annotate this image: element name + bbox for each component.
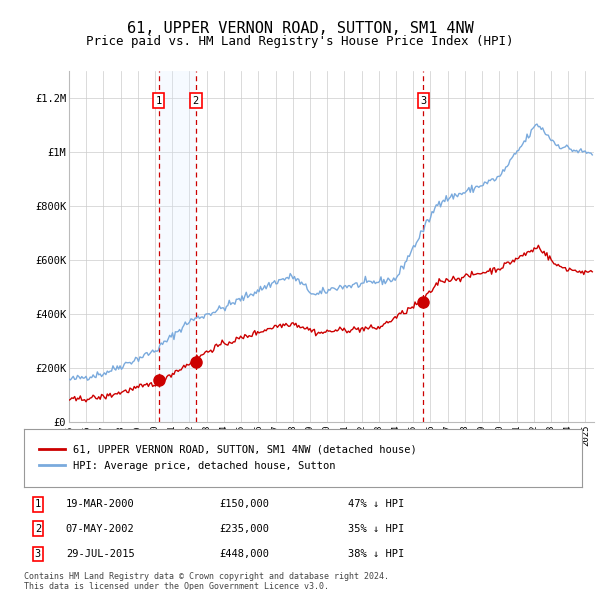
Text: 07-MAY-2002: 07-MAY-2002	[66, 524, 134, 534]
Text: 1: 1	[35, 500, 41, 509]
Text: 29-JUL-2015: 29-JUL-2015	[66, 549, 134, 559]
Text: £150,000: £150,000	[220, 500, 269, 509]
Text: 3: 3	[35, 549, 41, 559]
Bar	[158, 71, 196, 422]
Text: 2: 2	[35, 524, 41, 534]
Text: 3: 3	[420, 96, 427, 106]
Text: This data is licensed under the Open Government Licence v3.0.: This data is licensed under the Open Gov…	[24, 582, 329, 590]
Text: 2: 2	[193, 96, 199, 106]
Text: Contains HM Land Registry data © Crown copyright and database right 2024.: Contains HM Land Registry data © Crown c…	[24, 572, 389, 581]
Text: 1: 1	[155, 96, 162, 106]
Text: 61, UPPER VERNON ROAD, SUTTON, SM1 4NW: 61, UPPER VERNON ROAD, SUTTON, SM1 4NW	[127, 21, 473, 35]
Text: 19-MAR-2000: 19-MAR-2000	[66, 500, 134, 509]
Text: 47% ↓ HPI: 47% ↓ HPI	[347, 500, 404, 509]
Text: £448,000: £448,000	[220, 549, 269, 559]
Text: 38% ↓ HPI: 38% ↓ HPI	[347, 549, 404, 559]
Legend: 61, UPPER VERNON ROAD, SUTTON, SM1 4NW (detached house), HPI: Average price, det: 61, UPPER VERNON ROAD, SUTTON, SM1 4NW (…	[35, 441, 421, 475]
Text: 35% ↓ HPI: 35% ↓ HPI	[347, 524, 404, 534]
Text: £235,000: £235,000	[220, 524, 269, 534]
Text: Price paid vs. HM Land Registry's House Price Index (HPI): Price paid vs. HM Land Registry's House …	[86, 35, 514, 48]
